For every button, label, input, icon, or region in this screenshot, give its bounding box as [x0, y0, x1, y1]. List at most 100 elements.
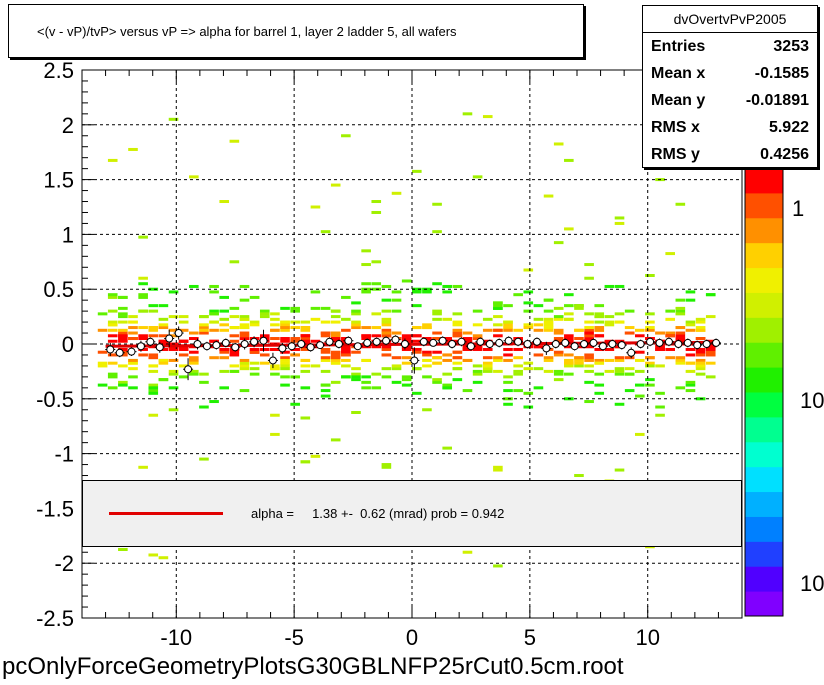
- histogram-cell: [209, 290, 219, 294]
- histogram-cell: [128, 375, 138, 379]
- histogram-cell: [513, 389, 523, 393]
- histogram-cell: [452, 356, 463, 360]
- histogram-cell: [614, 284, 625, 288]
- histogram-cell: [462, 339, 473, 343]
- histogram-cell: [158, 334, 169, 338]
- histogram-cell: [472, 337, 483, 341]
- histogram-cell: [523, 323, 534, 327]
- histogram-cell: [381, 334, 392, 338]
- histogram-cell: [97, 350, 108, 354]
- histogram-cell: [168, 334, 179, 338]
- profile-point: [155, 343, 164, 352]
- histogram-cell: [594, 326, 605, 330]
- histogram-cell: [624, 309, 635, 313]
- histogram-cell: [594, 383, 605, 387]
- histogram-cell: [148, 364, 159, 368]
- profile-point: [580, 340, 589, 348]
- histogram-cell: [533, 317, 544, 321]
- histogram-cell: [118, 312, 128, 316]
- histogram-cell: [249, 350, 260, 354]
- histogram-cell: [189, 358, 199, 362]
- palette-swatch: [745, 416, 783, 443]
- histogram-cell: [290, 326, 300, 330]
- histogram-cell: [341, 295, 351, 299]
- histogram-cell: [604, 339, 615, 343]
- histogram-cell: [594, 334, 605, 338]
- histogram-cell: [472, 334, 483, 338]
- histogram-cell: [574, 304, 584, 308]
- histogram-cell: [584, 337, 594, 341]
- histogram-cell: [107, 372, 118, 376]
- histogram-cell: [310, 205, 321, 209]
- histogram-cell: [290, 320, 300, 324]
- histogram-cell: [523, 309, 534, 313]
- histogram-cell: [705, 375, 716, 379]
- histogram-cell: [330, 320, 341, 324]
- palette-swatch: [745, 392, 783, 418]
- histogram-cell: [493, 323, 503, 327]
- histogram-cell: [493, 468, 503, 472]
- histogram-cell: [645, 356, 655, 360]
- histogram-cell: [564, 334, 574, 338]
- histogram-cell: [624, 331, 635, 335]
- histogram-cell: [280, 375, 290, 379]
- histogram-cell: [148, 287, 159, 291]
- histogram-cell: [584, 326, 594, 330]
- histogram-cell: [219, 350, 230, 354]
- histogram-cell: [472, 309, 483, 313]
- histogram-cell: [695, 367, 706, 371]
- histogram-cell: [401, 383, 412, 387]
- histogram-cell: [249, 295, 260, 299]
- profile-point: [382, 336, 391, 345]
- histogram-cell: [655, 347, 665, 351]
- histogram-cell: [685, 347, 696, 351]
- histogram-cell: [553, 350, 564, 354]
- profile-point: [617, 341, 626, 350]
- profile-point: [184, 365, 193, 374]
- histogram-cell: [118, 548, 128, 551]
- legend-fit-line: [109, 512, 223, 515]
- histogram-cell: [209, 328, 219, 332]
- histogram-cell: [118, 320, 128, 324]
- histogram-cell: [391, 331, 402, 335]
- histogram-cell: [351, 320, 361, 324]
- histogram-cell: [320, 347, 331, 351]
- histogram-cell: [330, 339, 341, 343]
- palette-swatch: [745, 217, 783, 244]
- histogram-cell: [128, 361, 138, 365]
- histogram-cell: [442, 290, 453, 294]
- histogram-cell: [158, 304, 169, 308]
- histogram-cell: [705, 361, 716, 365]
- histogram-cell: [442, 383, 453, 387]
- histogram-cell: [341, 353, 351, 357]
- histogram-cell: [665, 317, 675, 321]
- histogram-cell: [422, 364, 432, 368]
- histogram-cell: [118, 306, 128, 310]
- histogram-cell: [472, 372, 483, 376]
- histogram-cell: [523, 391, 534, 395]
- histogram-cell: [442, 353, 453, 357]
- histogram-cell: [442, 337, 453, 341]
- histogram-cell: [442, 372, 453, 376]
- histogram-cell: [391, 290, 402, 294]
- palette-label: 10: [800, 388, 824, 413]
- profile-point: [448, 340, 457, 348]
- histogram-cell: [168, 328, 179, 332]
- histogram-cell: [138, 309, 148, 313]
- histogram-cell: [675, 298, 686, 302]
- histogram-cell: [209, 284, 219, 288]
- histogram-cell: [432, 337, 442, 341]
- histogram-cell: [219, 200, 230, 204]
- histogram-cell: [128, 147, 138, 151]
- histogram-cell: [168, 290, 179, 294]
- histogram-cell: [199, 331, 209, 335]
- histogram-cell: [675, 309, 686, 313]
- histogram-cell: [482, 367, 493, 371]
- histogram-cell: [533, 304, 544, 308]
- histogram-cell: [239, 334, 250, 338]
- histogram-cell: [330, 183, 341, 187]
- histogram-cell: [138, 353, 148, 357]
- histogram-cell: [351, 309, 361, 313]
- histogram-cell: [493, 465, 503, 469]
- histogram-cell: [229, 139, 240, 143]
